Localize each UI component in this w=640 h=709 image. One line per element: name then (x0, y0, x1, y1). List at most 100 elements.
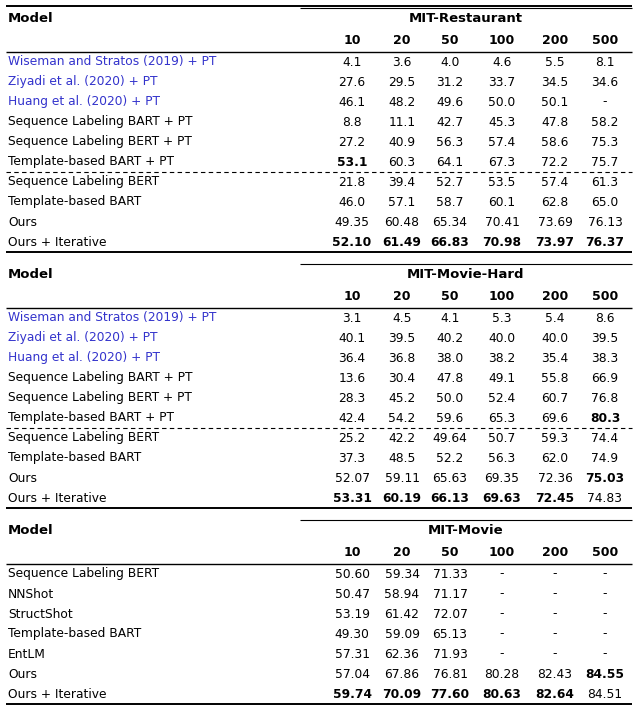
Text: Ziyadi et al. (2020) + PT: Ziyadi et al. (2020) + PT (8, 332, 157, 345)
Text: EntLM: EntLM (8, 647, 46, 661)
Text: 49.64: 49.64 (433, 432, 467, 445)
Text: 11.1: 11.1 (388, 116, 415, 128)
Text: 27.2: 27.2 (339, 135, 365, 148)
Text: 30.4: 30.4 (388, 372, 415, 384)
Text: 70.98: 70.98 (483, 235, 522, 248)
Text: 71.17: 71.17 (433, 588, 467, 601)
Text: 71.33: 71.33 (433, 567, 467, 581)
Text: 65.3: 65.3 (488, 411, 516, 425)
Text: 84.55: 84.55 (586, 667, 625, 681)
Text: 57.04: 57.04 (335, 667, 369, 681)
Text: -: - (553, 588, 557, 601)
Text: 49.35: 49.35 (335, 216, 369, 228)
Text: 38.3: 38.3 (591, 352, 619, 364)
Text: 72.45: 72.45 (536, 491, 575, 505)
Text: 21.8: 21.8 (339, 176, 365, 189)
Text: 59.09: 59.09 (385, 627, 419, 640)
Text: MIT-Restaurant: MIT-Restaurant (409, 11, 523, 25)
Text: 75.03: 75.03 (586, 471, 625, 484)
Text: 59.3: 59.3 (541, 432, 568, 445)
Text: -: - (553, 647, 557, 661)
Text: 49.1: 49.1 (488, 372, 516, 384)
Text: 59.6: 59.6 (436, 411, 463, 425)
Text: 52.4: 52.4 (488, 391, 516, 405)
Text: 62.36: 62.36 (385, 647, 419, 661)
Text: 8.1: 8.1 (595, 55, 615, 69)
Text: 57.31: 57.31 (335, 647, 369, 661)
Text: 42.2: 42.2 (388, 432, 415, 445)
Text: 73.97: 73.97 (536, 235, 575, 248)
Text: -: - (500, 627, 504, 640)
Text: 67.3: 67.3 (488, 155, 516, 169)
Text: 72.36: 72.36 (538, 471, 572, 484)
Text: 62.0: 62.0 (541, 452, 568, 464)
Text: 200: 200 (542, 35, 568, 48)
Text: Sequence Labeling BERT: Sequence Labeling BERT (8, 176, 159, 189)
Text: 45.2: 45.2 (388, 391, 415, 405)
Text: Ours + Iterative: Ours + Iterative (8, 688, 106, 700)
Text: -: - (500, 647, 504, 661)
Text: 64.1: 64.1 (436, 155, 463, 169)
Text: 59.74: 59.74 (333, 688, 371, 700)
Text: 77.60: 77.60 (431, 688, 470, 700)
Text: Template-based BART: Template-based BART (8, 627, 141, 640)
Text: 4.1: 4.1 (342, 55, 362, 69)
Text: -: - (500, 608, 504, 620)
Text: 46.1: 46.1 (339, 96, 365, 108)
Text: 60.3: 60.3 (388, 155, 415, 169)
Text: 25.2: 25.2 (339, 432, 365, 445)
Text: 65.34: 65.34 (433, 216, 467, 228)
Text: -: - (603, 588, 607, 601)
Text: 72.2: 72.2 (541, 155, 568, 169)
Text: 53.5: 53.5 (488, 176, 516, 189)
Text: 100: 100 (489, 547, 515, 559)
Text: Ours: Ours (8, 667, 37, 681)
Text: 50.0: 50.0 (488, 96, 516, 108)
Text: 50: 50 (441, 547, 459, 559)
Text: NNShot: NNShot (8, 588, 54, 601)
Text: 50.47: 50.47 (335, 588, 369, 601)
Text: 3.6: 3.6 (392, 55, 412, 69)
Text: MIT-Movie-Hard: MIT-Movie-Hard (407, 267, 525, 281)
Text: 65.63: 65.63 (433, 471, 467, 484)
Text: 59.34: 59.34 (385, 567, 419, 581)
Text: 4.6: 4.6 (492, 55, 512, 69)
Text: 49.6: 49.6 (436, 96, 463, 108)
Text: 20: 20 (393, 35, 411, 48)
Text: 34.5: 34.5 (541, 75, 568, 89)
Text: Template-based BART + PT: Template-based BART + PT (8, 411, 174, 425)
Text: 39.5: 39.5 (591, 332, 619, 345)
Text: 65.13: 65.13 (433, 627, 467, 640)
Text: Huang et al. (2020) + PT: Huang et al. (2020) + PT (8, 96, 160, 108)
Text: 69.6: 69.6 (541, 411, 568, 425)
Text: Huang et al. (2020) + PT: Huang et al. (2020) + PT (8, 352, 160, 364)
Text: 40.0: 40.0 (488, 332, 516, 345)
Text: 76.13: 76.13 (588, 216, 623, 228)
Text: 20: 20 (393, 547, 411, 559)
Text: 70.41: 70.41 (484, 216, 520, 228)
Text: 74.83: 74.83 (588, 491, 623, 505)
Text: 46.0: 46.0 (339, 196, 365, 208)
Text: 100: 100 (489, 35, 515, 48)
Text: 82.43: 82.43 (538, 667, 573, 681)
Text: 50.60: 50.60 (335, 567, 369, 581)
Text: 76.81: 76.81 (433, 667, 467, 681)
Text: 10: 10 (343, 547, 361, 559)
Text: 48.2: 48.2 (388, 96, 415, 108)
Text: 57.4: 57.4 (488, 135, 516, 148)
Text: 31.2: 31.2 (436, 75, 463, 89)
Text: Model: Model (8, 11, 54, 25)
Text: Template-based BART: Template-based BART (8, 452, 141, 464)
Text: Wiseman and Stratos (2019) + PT: Wiseman and Stratos (2019) + PT (8, 311, 216, 325)
Text: Ours + Iterative: Ours + Iterative (8, 491, 106, 505)
Text: 73.69: 73.69 (538, 216, 572, 228)
Text: StructShot: StructShot (8, 608, 73, 620)
Text: 500: 500 (592, 547, 618, 559)
Text: 36.4: 36.4 (339, 352, 365, 364)
Text: 4.0: 4.0 (440, 55, 460, 69)
Text: Template-based BART: Template-based BART (8, 196, 141, 208)
Text: 58.94: 58.94 (385, 588, 420, 601)
Text: 47.8: 47.8 (541, 116, 568, 128)
Text: 84.51: 84.51 (588, 688, 623, 700)
Text: Ours + Iterative: Ours + Iterative (8, 235, 106, 248)
